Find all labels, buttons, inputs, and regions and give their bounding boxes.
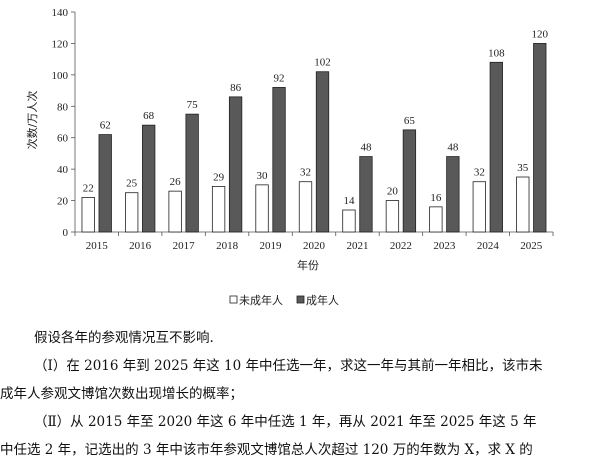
bar-adult: [446, 156, 460, 233]
chart-bars: [81, 43, 547, 233]
bar-minor: [472, 181, 486, 233]
x-axis-title: 年份: [297, 258, 319, 272]
y-tick-label: 100: [52, 70, 69, 82]
y-tick-label: 140: [52, 7, 69, 19]
bar-adult: [272, 87, 286, 233]
data-label-adult: 120: [532, 28, 549, 40]
bar-minor: [298, 181, 313, 233]
bar-adult: [402, 129, 417, 233]
data-label-minor: 32: [474, 167, 485, 179]
y-tick-label: 20: [57, 196, 69, 208]
bar-adult: [359, 156, 373, 233]
data-label-minor: 20: [387, 186, 399, 198]
problem-line-2: （Ⅰ）在 2016 年到 2025 年这 10 年中任选一年，求这一年与其前一年…: [34, 358, 543, 374]
x-tick-label: 2025: [520, 240, 543, 252]
data-label-adult: 65: [404, 115, 416, 127]
bar-minor: [342, 209, 356, 233]
bar-minor: [385, 200, 400, 233]
data-label-minor: 29: [213, 171, 225, 183]
data-label-adult: 48: [360, 142, 372, 154]
data-label-adult: 102: [314, 57, 331, 69]
problem-text: 假设各年的参观情况互不影响. （Ⅰ）在 2016 年到 2025 年这 10 年…: [0, 324, 603, 464]
data-label-adult: 68: [143, 110, 155, 122]
data-label-adult: 92: [274, 72, 285, 84]
data-label-minor: 26: [170, 176, 182, 188]
data-label-minor: 25: [126, 178, 138, 190]
data-label-adult: 108: [488, 47, 505, 59]
x-tick-label: 2024: [477, 240, 500, 252]
bar-adult: [98, 134, 112, 233]
data-label-minor: 22: [83, 182, 94, 194]
data-label-adult: 75: [187, 99, 199, 111]
bar-minor: [125, 192, 139, 233]
problem-line-4: （Ⅱ）从 2015 年至 2020 年这 6 年中任选 1 年，再从 2021 …: [34, 414, 537, 430]
problem-line-5: 中任选 2 年，记选出的 3 年中该市年参观文博馆总人次超过 120 万的年数为…: [0, 442, 533, 458]
problem-line-3: 成年人参观文博馆次数出现增长的概率；: [0, 386, 243, 402]
x-tick-label: 2022: [390, 240, 412, 252]
x-tick-label: 2019: [260, 240, 283, 252]
legend-label-adult: 成年人: [306, 293, 339, 307]
bar-adult: [228, 96, 243, 233]
bar-minor: [429, 206, 443, 233]
bar-adult: [533, 43, 547, 233]
x-tick-label: 2018: [216, 240, 239, 252]
chart-legend: 未成年人 成年人: [229, 293, 339, 307]
bar-adult: [185, 113, 199, 233]
legend-label-minor: 未成年人: [239, 293, 283, 307]
bar-minor: [255, 184, 269, 233]
y-axis-title: 次数/万人次: [25, 91, 39, 150]
bar-adult: [315, 71, 330, 233]
y-tick-label: 80: [57, 101, 69, 113]
bar-minor: [81, 197, 95, 233]
y-tick-label: 60: [57, 133, 69, 145]
data-label-adult: 48: [447, 142, 459, 154]
data-label-minor: 32: [300, 167, 311, 179]
x-tick-label: 2023: [433, 240, 456, 252]
bar-adult: [489, 61, 503, 233]
data-label-minor: 30: [257, 170, 269, 182]
bar-minor: [211, 186, 226, 233]
x-tick-label: 2020: [303, 240, 326, 252]
x-tick-label: 2016: [129, 240, 152, 252]
y-tick-label: 40: [57, 164, 69, 176]
data-label-adult: 86: [230, 82, 242, 94]
chart-data-labels: 22 62 25 68 26 75 29 86 30 92 32 102 14 48 20 65 16 48 32 1…: [83, 28, 549, 207]
data-label-minor: 16: [430, 192, 442, 204]
legend-swatch-adult: [296, 295, 305, 304]
problem-line-1: 假设各年的参观情况互不影响.: [34, 330, 214, 346]
x-tick-label: 2021: [346, 240, 368, 252]
data-label-adult: 62: [100, 120, 111, 132]
bar-minor: [516, 176, 530, 233]
data-label-minor: 35: [517, 162, 529, 174]
y-tick-label: 120: [52, 38, 69, 50]
x-tick-label: 2015: [86, 240, 109, 252]
x-tick-label: 2017: [173, 240, 196, 252]
data-label-minor: 14: [343, 195, 355, 207]
legend-swatch-minor: [229, 295, 238, 304]
bar-minor: [168, 190, 182, 233]
y-tick-label: 0: [63, 227, 69, 239]
bar-adult: [142, 124, 156, 233]
